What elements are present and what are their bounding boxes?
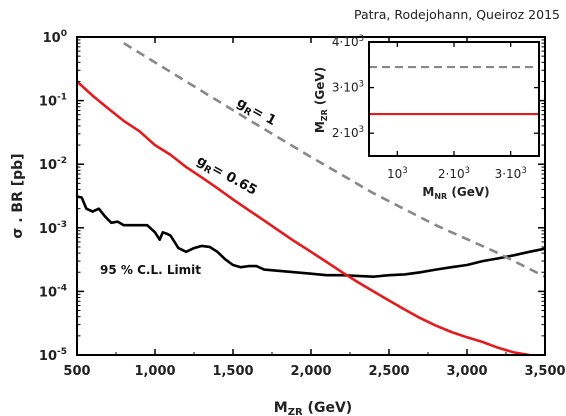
series-line-1 bbox=[77, 80, 530, 355]
inset-x-axis: 103 2·103 3·103 bbox=[387, 42, 527, 181]
y-tick-label: 10-1 bbox=[39, 93, 67, 110]
y-tick-label: 100 bbox=[43, 29, 67, 46]
citation-text: Patra, Rodejohann, Queiroz 2015 bbox=[354, 7, 560, 22]
inset-x-tick-label: 3·103 bbox=[495, 166, 527, 181]
x-tick-label: 1,500 bbox=[212, 364, 253, 379]
y-axis-title: σ . BR [pb] bbox=[10, 153, 26, 238]
x-tick-label: 2,500 bbox=[368, 364, 409, 379]
x-tick-label: 500 bbox=[63, 364, 90, 379]
y-tick-label: 10-2 bbox=[39, 156, 67, 173]
inset-x-tick-label: 103 bbox=[387, 166, 408, 181]
inset-y-tick-label: 4·103 bbox=[332, 34, 364, 49]
plot-area bbox=[77, 42, 545, 355]
x-tick-label: 3,000 bbox=[446, 364, 487, 379]
inset-lines bbox=[369, 65, 539, 116]
inset-x-axis-title: MNR (GeV) bbox=[422, 185, 489, 201]
y-tick-label: 10-3 bbox=[39, 220, 67, 237]
inset-y-axis-title: MZR (GeV) bbox=[313, 67, 329, 133]
inset-y-tick-label: 2·103 bbox=[332, 125, 364, 140]
inset-y-tick-label: 3·103 bbox=[332, 80, 364, 95]
series-line-2 bbox=[123, 42, 545, 278]
inset-y-axis: 2·103 3·103 4·103 bbox=[332, 34, 539, 140]
x-axis: 500 1,000 1,500 2,000 2,500 3,000 3,500 bbox=[63, 37, 566, 379]
y-tick-label: 10-4 bbox=[39, 283, 67, 300]
x-tick-label: 1,000 bbox=[134, 364, 175, 379]
x-axis-title: MZR (GeV) bbox=[274, 400, 352, 416]
limit-label: 95 % C.L. Limit bbox=[100, 263, 201, 277]
x-tick-label: 2,000 bbox=[290, 364, 331, 379]
y-tick-label: 10-5 bbox=[39, 347, 67, 364]
inset-background bbox=[369, 42, 539, 156]
x-tick-label: 3,500 bbox=[524, 364, 565, 379]
y-axis: 100 10-1 10-2 10-3 10-4 10-5 bbox=[39, 29, 545, 364]
series-line-0 bbox=[77, 195, 545, 279]
inset-x-tick-label: 2·103 bbox=[438, 166, 470, 181]
